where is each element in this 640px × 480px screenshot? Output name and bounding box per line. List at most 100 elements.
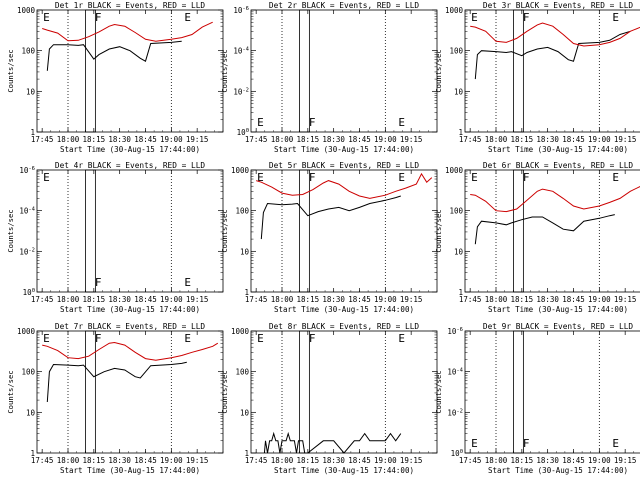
plot-frame (36, 169, 224, 293)
y-tick-label: 1 (30, 449, 35, 458)
detector-panel-2: Det 2r BLACK = Events, RED = LLD 100 10-2 1… (220, 1, 438, 154)
detector-panel-5: Det 5r BLACK = Events, RED = LLD 1 10 100 10… (220, 161, 438, 314)
event-marker-label: E (257, 332, 264, 345)
f-interval-box (85, 330, 96, 454)
chart-title: Det 4r BLACK = Events, RED = LLD (55, 161, 206, 170)
x-tick-label: 18:30 (108, 135, 131, 144)
y-tick-label: 1 (244, 288, 249, 297)
event-marker-label: F (95, 276, 102, 289)
y-tick-label: 1 (244, 449, 249, 458)
plot-frame (36, 9, 224, 133)
y-tick-label: 10-2 (447, 408, 463, 417)
chart-title: Det 5r BLACK = Events, RED = LLD (269, 161, 420, 170)
event-marker-label: E (43, 11, 50, 24)
y-tick-label: 1000 (231, 327, 250, 336)
series-line-a (474, 214, 615, 245)
x-axis-label: Start Time (30-Aug-15 17:44:00) (60, 145, 200, 154)
series-line-b (470, 185, 640, 213)
x-tick-label: 18:45 (134, 135, 157, 144)
y-axis-label: Counts/sec (434, 209, 443, 252)
chart-title: Det 2r BLACK = Events, RED = LLD (269, 1, 420, 10)
event-marker-label: F (523, 437, 530, 450)
x-tick-label: 18:30 (536, 135, 559, 144)
plot-frame (464, 330, 640, 454)
x-tick-label: 18:00 (485, 295, 508, 304)
f-interval-box (85, 169, 96, 293)
event-marker-label: E (612, 437, 619, 450)
y-tick-label: 100 (21, 368, 35, 377)
plot-frame (250, 9, 438, 133)
y-tick-label: 1 (458, 128, 463, 137)
x-axis-label: Start Time (30-Aug-15 17:44:00) (488, 305, 628, 314)
y-tick-label: 1 (458, 288, 463, 297)
detector-panel-3: Det 3r BLACK = Events, RED = LLD 1 10 100 10… (434, 1, 640, 154)
y-tick-label: 1000 (17, 6, 36, 15)
x-axis-label: Start Time (30-Aug-15 17:44:00) (274, 305, 414, 314)
y-axis-label: Counts/sec (220, 209, 229, 252)
y-axis-label: Counts/sec (434, 370, 443, 413)
x-tick-label: 19:00 (160, 456, 183, 465)
y-tick-label: 1 (30, 128, 35, 137)
series-line-a (260, 195, 401, 240)
detector-panel-7: Det 7r BLACK = Events, RED = LLD 1 10 100 10… (6, 322, 224, 475)
x-tick-label: 18:45 (348, 295, 371, 304)
x-tick-label: 17:45 (245, 295, 268, 304)
f-interval-box (513, 169, 524, 293)
f-interval-box (85, 9, 96, 133)
y-axis-label: Counts/sec (434, 49, 443, 92)
x-tick-label: 18:15 (297, 295, 320, 304)
event-marker-label: E (471, 437, 478, 450)
y-tick-label: 10-6 (447, 327, 463, 336)
x-tick-label: 19:00 (160, 135, 183, 144)
x-tick-label: 18:00 (485, 456, 508, 465)
x-tick-label: 18:15 (83, 456, 106, 465)
detector-panel-6: Det 6r BLACK = Events, RED = LLD 1 10 100 10… (434, 161, 640, 314)
event-marker-label: F (95, 11, 102, 24)
x-tick-label: 18:30 (536, 295, 559, 304)
series-line-b (42, 341, 219, 361)
plot-frame (250, 169, 438, 293)
chart-title: Det 8r BLACK = Events, RED = LLD (269, 322, 420, 331)
event-marker-label: E (612, 11, 619, 24)
plot-frame (464, 9, 640, 133)
chart-title: Det 7r BLACK = Events, RED = LLD (55, 322, 206, 331)
event-marker-label: E (43, 171, 50, 184)
f-interval-box (513, 330, 524, 454)
x-tick-label: 19:00 (588, 135, 611, 144)
x-tick-label: 18:00 (271, 295, 294, 304)
y-tick-label: 10 (240, 247, 250, 256)
y-tick-label: 100 (21, 47, 35, 56)
x-tick-label: 17:45 (31, 295, 54, 304)
x-tick-label: 18:45 (562, 295, 585, 304)
x-tick-label: 18:45 (134, 456, 157, 465)
x-tick-label: 18:15 (511, 456, 534, 465)
x-tick-label: 17:45 (245, 456, 268, 465)
x-tick-label: 18:15 (297, 456, 320, 465)
x-tick-label: 19:00 (588, 295, 611, 304)
y-tick-label: 10-2 (233, 87, 249, 96)
x-tick-label: 18:30 (322, 456, 345, 465)
y-tick-label: 10 (454, 247, 464, 256)
series-line-a (46, 361, 187, 403)
event-marker-label: F (309, 332, 316, 345)
y-tick-label: 100 (235, 368, 249, 377)
series-line-b (470, 22, 640, 47)
y-tick-label: 10-4 (19, 207, 35, 216)
x-tick-label: 19:00 (374, 135, 397, 144)
chart-title: Det 9r BLACK = Events, RED = LLD (483, 322, 634, 331)
event-marker-label: E (398, 332, 405, 345)
x-tick-label: 18:15 (511, 135, 534, 144)
x-tick-label: 19:15 (614, 456, 637, 465)
series-line-a (263, 431, 402, 454)
y-tick-label: 10 (26, 87, 36, 96)
y-tick-label: 1000 (445, 166, 464, 175)
y-tick-label: 10 (240, 408, 250, 417)
event-marker-label: F (309, 116, 316, 129)
x-tick-label: 19:15 (400, 135, 423, 144)
f-interval-box (299, 330, 310, 454)
x-tick-label: 18:45 (348, 456, 371, 465)
event-marker-label: E (184, 276, 191, 289)
x-axis-label: Start Time (30-Aug-15 17:44:00) (274, 466, 414, 475)
y-tick-label: 100 (449, 47, 463, 56)
x-tick-label: 18:00 (271, 135, 294, 144)
